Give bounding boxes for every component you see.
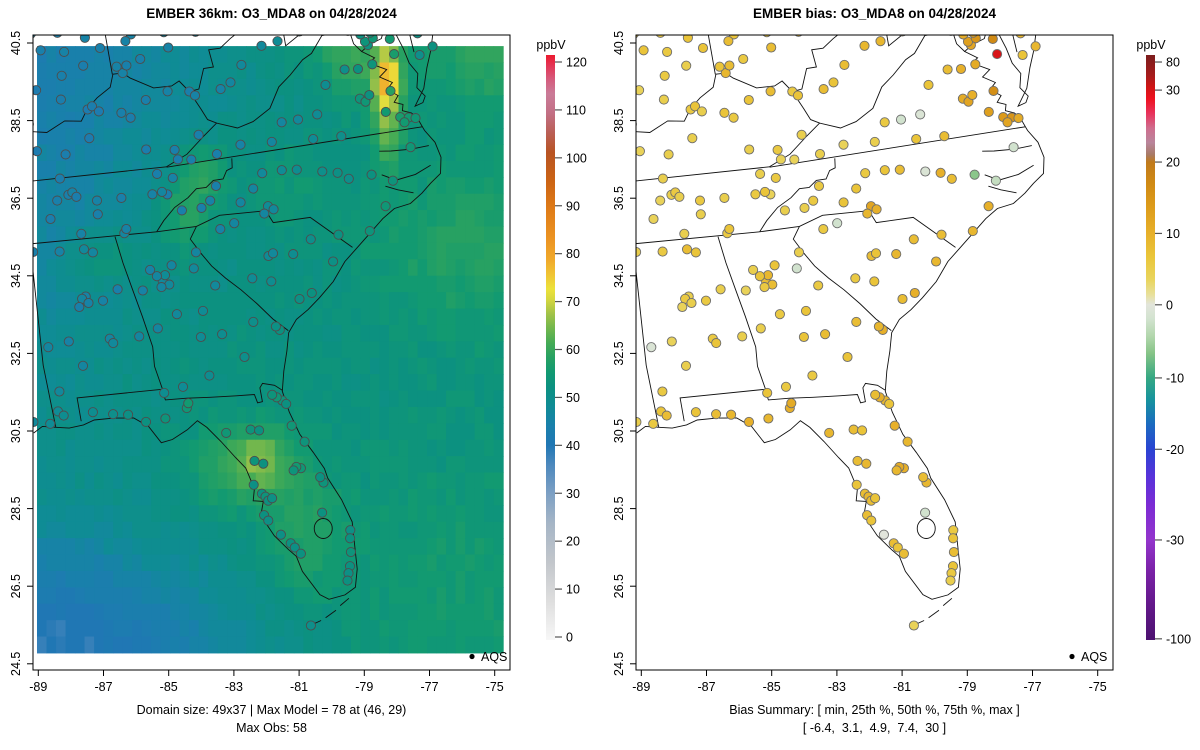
svg-text:-83: -83 xyxy=(225,680,243,694)
svg-text:-87: -87 xyxy=(697,680,715,694)
svg-text:80: 80 xyxy=(1166,56,1180,70)
bias-points xyxy=(636,35,1041,631)
svg-text:100: 100 xyxy=(566,151,587,165)
svg-text:28.5: 28.5 xyxy=(612,496,626,520)
svg-text:-87: -87 xyxy=(94,680,112,694)
svg-text:0: 0 xyxy=(566,631,573,645)
svg-text:-77: -77 xyxy=(420,680,438,694)
svg-text:34.5: 34.5 xyxy=(612,264,626,288)
svg-text:80: 80 xyxy=(566,247,580,261)
svg-text:-81: -81 xyxy=(290,680,308,694)
svg-text:24.5: 24.5 xyxy=(612,652,626,676)
svg-text:40: 40 xyxy=(566,439,580,453)
legend-aqs-label-model: AQS xyxy=(481,650,507,664)
colorbar-model: 0 10 20 30 40 50 60 70 80 90 100 110 120 xyxy=(546,55,587,645)
colorbar-bias: 80 30 20 10 0 -10 -20 -30 -100 xyxy=(1146,55,1191,646)
colorbar-bias-units-label: ppbV xyxy=(1136,38,1166,52)
svg-text:30.5: 30.5 xyxy=(9,419,23,443)
axes: -89 -87 -85 -83 -81 -79 -77 -75 24.5 26.5 28.5 30.5… xyxy=(9,31,504,694)
panel-bias-title: EMBER bias: O3_MDA8 on 04/28/2024 xyxy=(752,6,997,21)
svg-text:40.5: 40.5 xyxy=(612,31,626,55)
plot-box xyxy=(32,34,511,671)
svg-text:10: 10 xyxy=(566,583,580,597)
svg-text:90: 90 xyxy=(566,199,580,213)
svg-text:28.5: 28.5 xyxy=(9,496,23,520)
panel-model-title: EMBER 36km: O3_MDA8 on 04/28/2024 xyxy=(146,6,397,21)
svg-text:-85: -85 xyxy=(763,680,781,694)
svg-text:-10: -10 xyxy=(1166,371,1184,385)
svg-text:34.5: 34.5 xyxy=(9,264,23,288)
caption-bias-line2: [ -6.4, 3.1, 4.9, 7.4, 30 ] xyxy=(802,721,947,735)
caption-model-line1: Domain size: 49x37 | Max Model = 78 at (… xyxy=(136,703,407,717)
svg-text:38.5: 38.5 xyxy=(9,108,23,132)
svg-text:20: 20 xyxy=(1166,156,1180,170)
svg-text:-89: -89 xyxy=(632,680,650,694)
svg-text:26.5: 26.5 xyxy=(9,574,23,598)
svg-text:0: 0 xyxy=(1166,298,1173,312)
svg-text:110: 110 xyxy=(566,103,586,117)
svg-text:-85: -85 xyxy=(160,680,178,694)
svg-text:-81: -81 xyxy=(893,680,911,694)
svg-text:-75: -75 xyxy=(1089,680,1107,694)
svg-text:24.5: 24.5 xyxy=(9,652,23,676)
obs-points xyxy=(33,35,438,631)
axes: -89 -87 -85 -83 -81 -79 -77 -75 24.5 26.5 28.5 30.5… xyxy=(612,31,1107,694)
svg-text:-100: -100 xyxy=(1166,632,1191,646)
svg-text:-79: -79 xyxy=(958,680,976,694)
legend-aqs-label-bias: AQS xyxy=(1081,650,1107,664)
svg-text:30: 30 xyxy=(1166,84,1180,98)
svg-text:30.5: 30.5 xyxy=(612,419,626,443)
svg-text:-83: -83 xyxy=(828,680,846,694)
caption-bias-line1: Bias Summary: [ min, 25th %, 50th %, 75t… xyxy=(729,703,1020,717)
svg-text:30: 30 xyxy=(566,487,580,501)
svg-text:26.5: 26.5 xyxy=(612,574,626,598)
svg-text:-75: -75 xyxy=(486,680,504,694)
svg-text:38.5: 38.5 xyxy=(612,108,626,132)
svg-text:120: 120 xyxy=(566,56,587,70)
svg-text:50: 50 xyxy=(566,391,580,405)
svg-text:40.5: 40.5 xyxy=(9,31,23,55)
legend-aqs-dot-bias xyxy=(1069,653,1075,660)
svg-text:-77: -77 xyxy=(1023,680,1041,694)
svg-text:-79: -79 xyxy=(355,680,373,694)
svg-text:-30: -30 xyxy=(1166,533,1184,547)
plot-box xyxy=(635,34,1114,671)
svg-text:60: 60 xyxy=(566,343,580,357)
colorbar-model-units-label: ppbV xyxy=(536,38,566,52)
basemap-outlines xyxy=(33,35,442,627)
svg-text:10: 10 xyxy=(1166,227,1180,241)
svg-text:-89: -89 xyxy=(29,680,47,694)
basemap-outlines xyxy=(636,35,1045,627)
svg-text:20: 20 xyxy=(566,535,580,549)
legend-aqs-dot-model xyxy=(469,653,475,660)
svg-text:32.5: 32.5 xyxy=(612,341,626,365)
svg-text:32.5: 32.5 xyxy=(9,341,23,365)
svg-text:70: 70 xyxy=(566,295,580,309)
svg-text:36.5: 36.5 xyxy=(9,186,23,210)
caption-model-line2: Max Obs: 58 xyxy=(236,721,307,735)
svg-text:-20: -20 xyxy=(1166,443,1184,457)
svg-text:36.5: 36.5 xyxy=(612,186,626,210)
